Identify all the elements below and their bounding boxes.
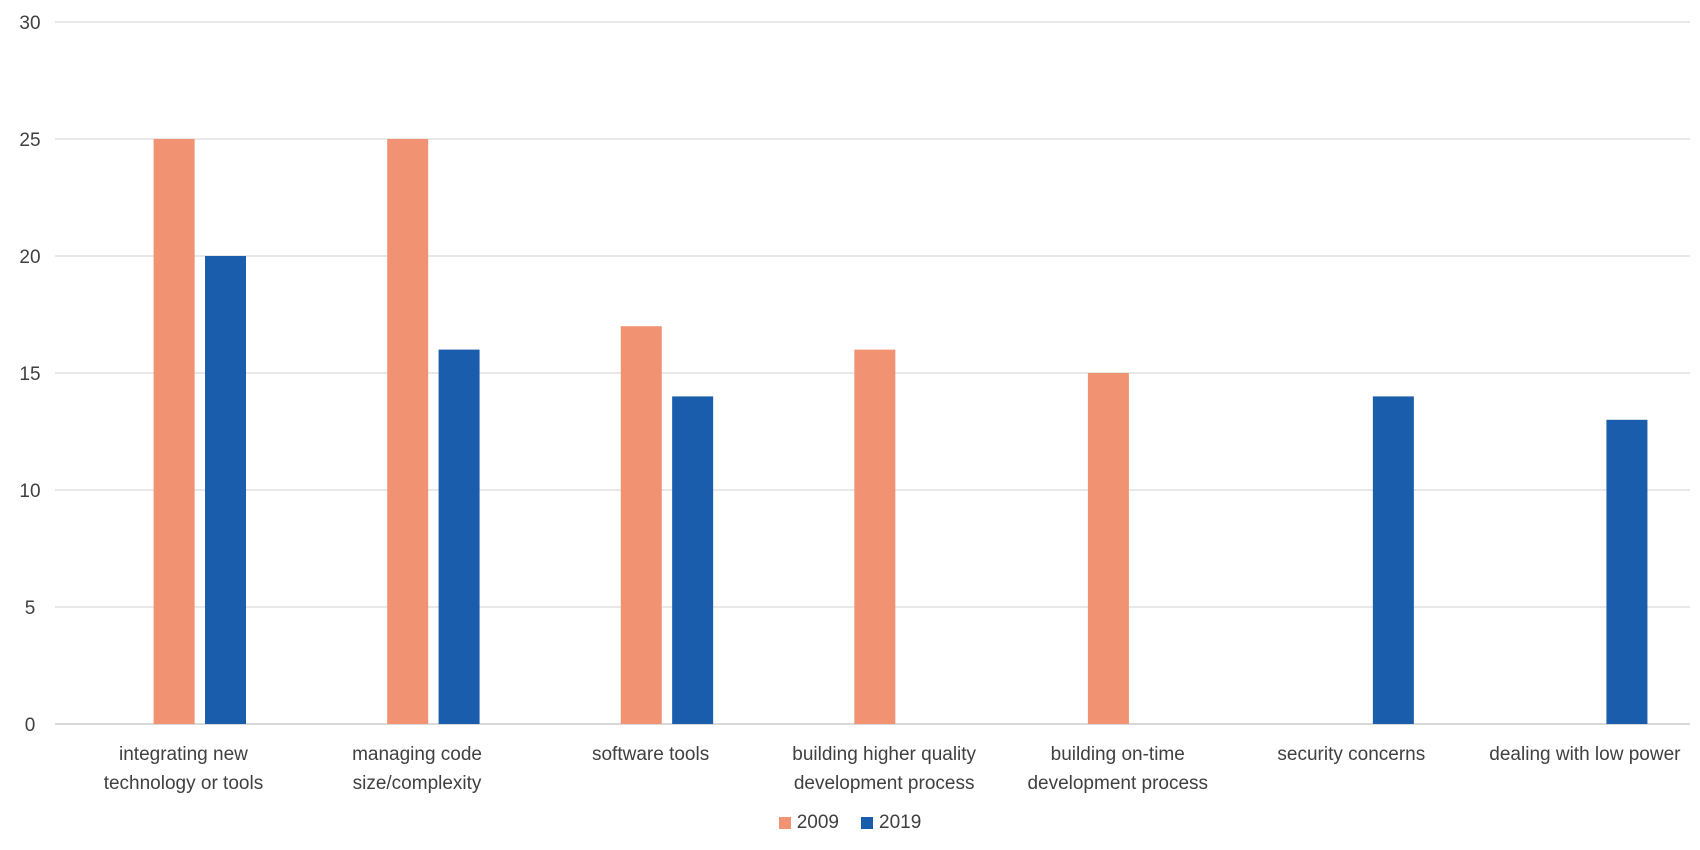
bar-2019 (438, 349, 480, 724)
x-tick-label: size/complexity (353, 773, 482, 794)
y-tick-label: 20 (19, 247, 40, 268)
y-tick-label: 0 (25, 715, 36, 736)
x-tick-label: managing code (352, 744, 482, 765)
y-tick-label: 10 (19, 481, 40, 502)
x-tick-label: technology or tools (104, 773, 264, 794)
bar-2019 (672, 396, 714, 724)
x-tick-label: development process (1027, 773, 1208, 794)
x-tick-label: security concerns (1277, 744, 1425, 765)
legend-label-2009: 2009 (796, 812, 839, 833)
x-tick-label: integrating new (119, 744, 248, 765)
legend-item-2019: 2019 (861, 812, 921, 834)
bar-2009 (387, 139, 429, 724)
x-tick-label: building on-time (1051, 744, 1185, 765)
y-tick-label: 5 (25, 598, 36, 619)
bar-2009 (854, 349, 896, 724)
bar-2009 (620, 326, 662, 724)
bar-chart: 0 5 10 15 20 25 30 integrating new technology or… (19, 13, 1690, 794)
x-tick-label: development process (794, 773, 975, 794)
bar-2019 (1606, 419, 1648, 724)
bar-2019 (1372, 396, 1414, 724)
x-tick-label: building higher quality (792, 744, 976, 765)
bar-2019 (205, 256, 247, 724)
x-tick-label: dealing with low power (1489, 744, 1681, 765)
bar-2009 (153, 139, 195, 724)
y-tick-label: 25 (19, 130, 40, 151)
legend-item-2009: 2009 (778, 812, 839, 834)
legend-swatch-2009 (778, 817, 791, 829)
y-tick-label: 30 (19, 13, 40, 34)
legend: 2009 2019 (0, 812, 1700, 834)
x-tick-label: software tools (592, 744, 709, 765)
legend-label-2019: 2019 (879, 812, 922, 833)
bar-2009 (1087, 373, 1129, 724)
y-tick-label: 15 (19, 364, 40, 385)
legend-swatch-2019 (861, 817, 873, 829)
